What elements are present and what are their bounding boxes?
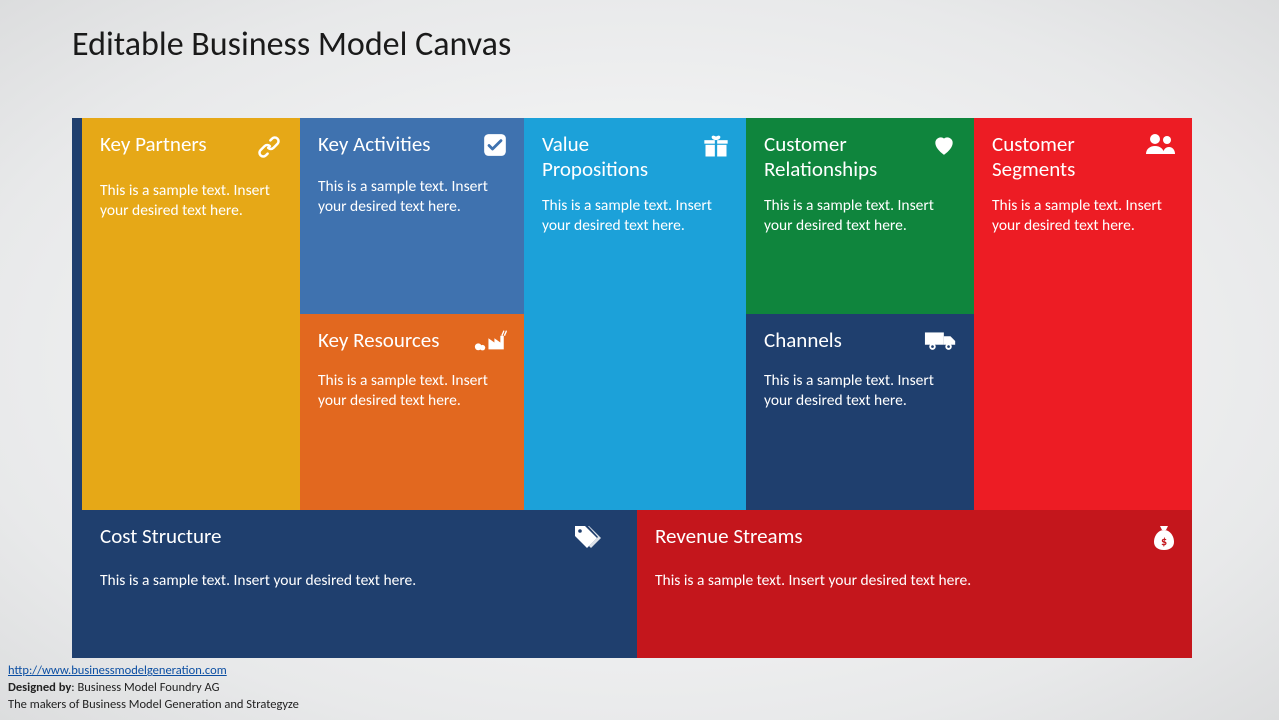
bmc-canvas: Key Partners This is a sample text. Inse… bbox=[72, 118, 1192, 658]
users-icon bbox=[1144, 132, 1176, 161]
block-label: Value Propositions bbox=[542, 132, 692, 182]
moneybag-icon: $ bbox=[1152, 524, 1176, 557]
block-label: Key Resources bbox=[318, 328, 439, 353]
block-body: This is a sample text. Insert your desir… bbox=[100, 181, 270, 222]
truck-icon bbox=[924, 328, 958, 357]
block-key-resources[interactable]: Key Resources This is a sample text. Ins… bbox=[300, 314, 524, 510]
footer-tagline: The makers of Business Model Generation … bbox=[8, 697, 299, 712]
block-key-partners[interactable]: Key Partners This is a sample text. Inse… bbox=[82, 118, 300, 510]
footer-designed-by: Business Model Foundry AG bbox=[77, 680, 219, 695]
block-body: This is a sample text. Insert your desir… bbox=[542, 196, 712, 237]
link-icon bbox=[254, 132, 284, 167]
factory-icon bbox=[474, 328, 508, 357]
block-body: This is a sample text. Insert your desir… bbox=[992, 196, 1162, 237]
pricetag-icon bbox=[571, 524, 601, 557]
gift-icon bbox=[702, 132, 730, 165]
block-label: Customer Segments bbox=[992, 132, 1134, 182]
block-label: Cost Structure bbox=[100, 524, 222, 549]
block-body: This is a sample text. Insert your desir… bbox=[318, 371, 488, 412]
block-customer-relationships[interactable]: Customer Relationships This is a sample … bbox=[746, 118, 974, 314]
block-revenue-streams[interactable]: Revenue Streams $ This is a sample text.… bbox=[637, 510, 1192, 658]
block-label: Key Partners bbox=[100, 132, 207, 157]
block-channels[interactable]: Channels This is a sample text. Insert y… bbox=[746, 314, 974, 510]
block-customer-segments[interactable]: Customer Segments This is a sample text.… bbox=[974, 118, 1192, 510]
block-body: This is a sample text. Insert your desir… bbox=[764, 371, 934, 412]
footer-link[interactable]: http://www.businessmodelgeneration.com bbox=[8, 663, 227, 678]
block-body: This is a sample text. Insert your desir… bbox=[100, 571, 460, 591]
block-body: This is a sample text. Insert your desir… bbox=[764, 196, 934, 237]
checkbox-icon bbox=[482, 132, 508, 163]
block-cost-structure[interactable]: Cost Structure This is a sample text. In… bbox=[82, 510, 617, 658]
block-body: This is a sample text. Insert your desir… bbox=[318, 177, 488, 218]
footer-attribution: http://www.businessmodelgeneration.com D… bbox=[8, 663, 299, 714]
block-key-activities[interactable]: Key Activities This is a sample text. In… bbox=[300, 118, 524, 314]
block-body: This is a sample text. Insert your desir… bbox=[655, 571, 1015, 591]
heart-icon bbox=[930, 132, 958, 163]
page-title: Editable Business Model Canvas bbox=[72, 24, 511, 65]
block-label: Customer Relationships bbox=[764, 132, 914, 182]
block-label: Channels bbox=[764, 328, 842, 353]
block-label: Revenue Streams bbox=[655, 524, 803, 549]
svg-text:$: $ bbox=[1161, 536, 1167, 550]
footer-designed-prefix: Designed by bbox=[8, 680, 71, 695]
block-value-propositions[interactable]: Value Propositions This is a sample text… bbox=[524, 118, 746, 510]
block-label: Key Activities bbox=[318, 132, 431, 157]
